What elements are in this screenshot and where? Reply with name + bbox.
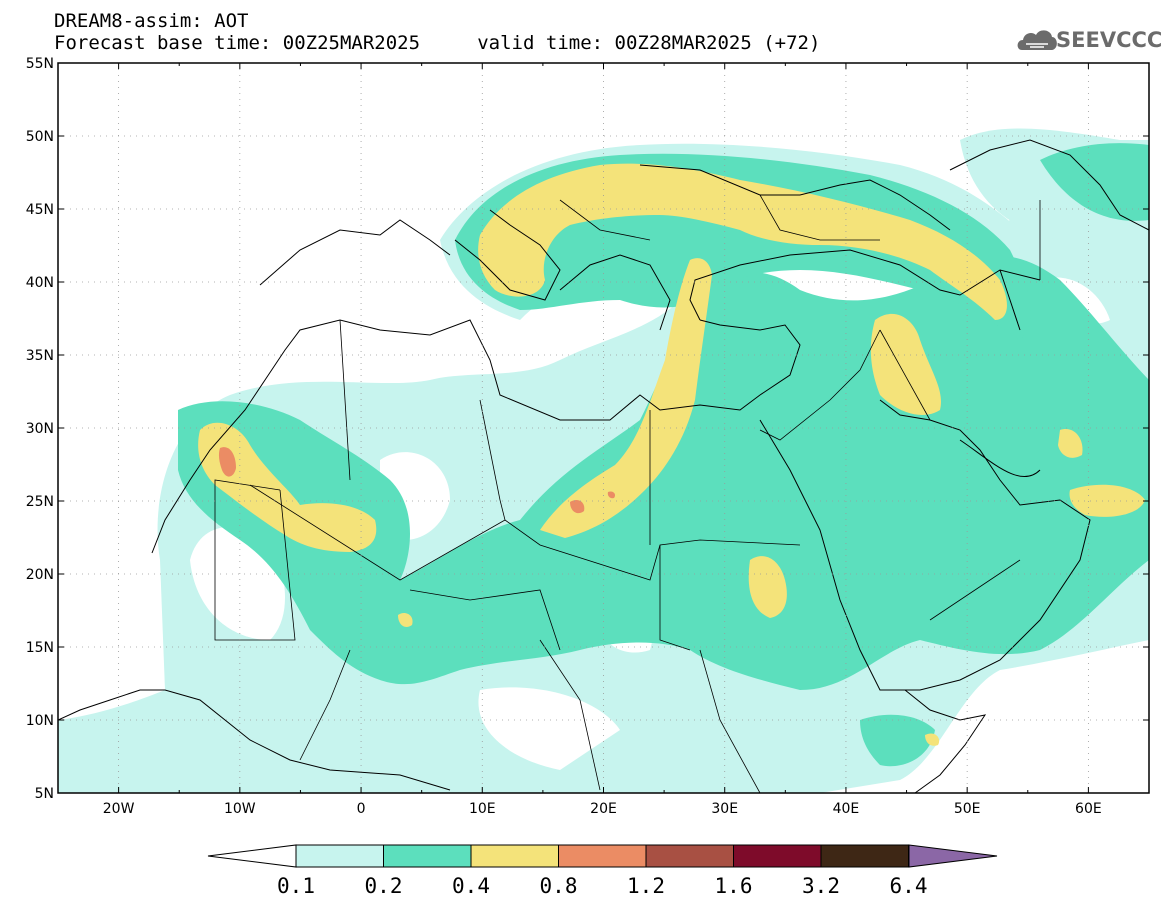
colorbar-swatch — [820, 844, 909, 868]
lon-label: 10E — [469, 801, 496, 817]
lon-label: 0 — [357, 801, 366, 817]
colorbar-swatch — [733, 844, 822, 868]
lat-label: 50N — [26, 129, 54, 145]
aot-level-0.4 — [198, 163, 1145, 746]
logo-text: SEEVCCC — [1056, 28, 1163, 52]
aot-shading — [58, 128, 1149, 793]
colorbar-label: 1.2 — [627, 874, 665, 898]
lat-label: 20N — [26, 567, 54, 583]
lon-label: 40E — [833, 801, 860, 817]
lat-label: 10N — [26, 713, 54, 729]
colorbar-swatch — [645, 844, 734, 868]
colorbar-label: 3.2 — [802, 874, 840, 898]
colorbar-swatch — [558, 844, 647, 868]
map-title: DREAM8-assim: AOT — [54, 10, 249, 32]
cloud-icon — [1017, 30, 1057, 50]
colorbar-swatch — [295, 844, 384, 868]
colorbar-under-triangle — [207, 844, 297, 868]
colorbar-label: 6.4 — [890, 874, 928, 898]
longitude-labels: 20W 10W 0 10E 20E 30E 40E 50E 60E — [103, 801, 1102, 817]
lon-label: 10W — [224, 801, 256, 817]
lon-label: 30E — [711, 801, 738, 817]
colorbar-over-triangle — [908, 844, 998, 868]
coastlines — [58, 139, 1149, 793]
latitude-labels: 5N 10N 15N 20N 25N 30N 35N 40N 45N 50N 55N — [26, 56, 54, 802]
colorbar-swatch — [470, 844, 559, 868]
lon-label: 50E — [954, 801, 981, 817]
colorbar-label: 0.2 — [365, 874, 403, 898]
lon-label: 20W — [103, 801, 135, 817]
lon-label: 20E — [590, 801, 617, 817]
lat-label: 40N — [26, 275, 54, 291]
colorbar-swatch — [383, 844, 472, 868]
lat-label: 30N — [26, 421, 54, 437]
colorbar-label: 0.4 — [452, 874, 490, 898]
axis-ticks — [57, 62, 1150, 794]
colorbar-label: 0.1 — [277, 874, 315, 898]
aot-colorbar: 0.1 0.2 0.4 0.8 1.2 1.6 3.2 6.4 — [207, 844, 998, 898]
lat-label: 25N — [26, 494, 54, 510]
country-borders — [214, 194, 1041, 793]
forecast-time-subtitle: Forecast base time: 00Z25MAR2025 valid t… — [54, 32, 821, 54]
lon-label: 60E — [1075, 801, 1102, 817]
lat-label: 45N — [26, 202, 54, 218]
aot-level-0.8 — [218, 447, 616, 514]
colorbar-label: 0.8 — [540, 874, 578, 898]
colorbar-label: 1.6 — [715, 874, 753, 898]
lat-label: 35N — [26, 348, 54, 364]
lat-label: 5N — [35, 786, 54, 802]
lat-label: 55N — [26, 56, 54, 72]
lat-label: 15N — [26, 640, 54, 656]
